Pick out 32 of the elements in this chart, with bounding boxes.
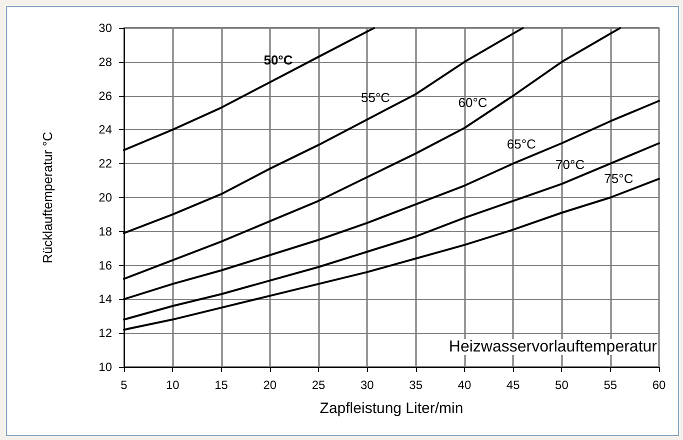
y-tick-label: 26	[98, 88, 112, 103]
y-tick-label: 20	[98, 190, 112, 204]
x-tick-label: 35	[409, 378, 423, 392]
y-axis-title: Rücklauftemperatur °C	[40, 132, 55, 264]
x-tick-label: 30	[360, 378, 374, 392]
series-label: 75°C	[604, 171, 634, 186]
x-tick-label: 15	[214, 378, 228, 392]
y-tick-label: 18	[98, 224, 112, 238]
x-tick-label: 10	[166, 378, 180, 392]
x-tick-label: 40	[458, 378, 472, 392]
y-tick-label: 24	[98, 122, 112, 137]
y-tick-label: 10	[98, 360, 112, 374]
y-tick-label: 30	[98, 21, 112, 35]
y-tick-label: 12	[98, 326, 112, 340]
x-tick-label: 25	[312, 378, 326, 392]
x-axis-title: Zapfleistung Liter/min	[320, 400, 464, 417]
x-tick-label: 55	[604, 378, 618, 392]
x-tick-label: 20	[263, 378, 277, 392]
series-label: 50°C	[264, 52, 294, 68]
series-label: 55°C	[360, 90, 390, 105]
y-tick-label: 22	[98, 156, 112, 171]
x-tick-label: 5	[120, 378, 128, 392]
y-tick-label: 14	[98, 292, 112, 306]
series-label: 70°C	[556, 156, 585, 172]
x-tick-label: 50	[555, 378, 569, 392]
y-tick-label: 16	[98, 258, 112, 272]
y-tick-label: 28	[98, 54, 112, 69]
series-label: 65°C	[506, 136, 536, 152]
annotation: Heizwasservorlauftemperatur	[448, 338, 658, 356]
x-tick-label: 60	[652, 378, 666, 392]
x-tick-label: 45	[506, 378, 520, 392]
series-label: 60°C	[458, 94, 488, 110]
